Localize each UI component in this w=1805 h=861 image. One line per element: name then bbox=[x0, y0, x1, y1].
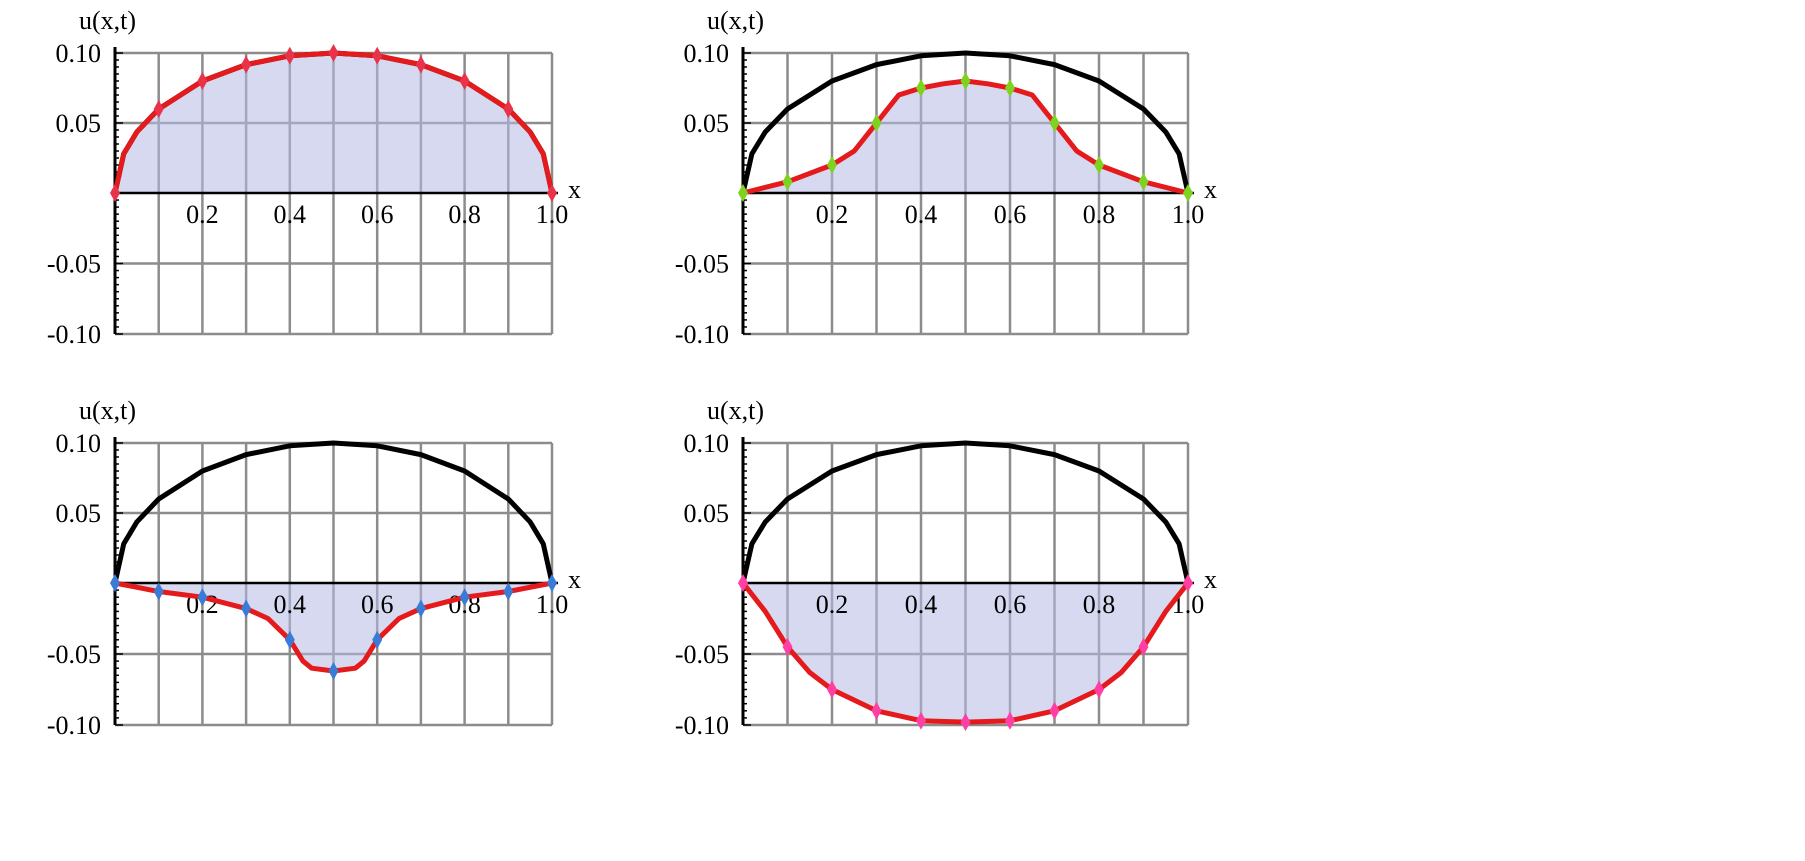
data-point-marker bbox=[459, 588, 470, 607]
x-tick-label: 1.0 bbox=[1172, 200, 1205, 229]
series-line-reference bbox=[740, 50, 1191, 196]
x-tick-label: 0.2 bbox=[816, 200, 849, 229]
y-axis-label: u(x,t) bbox=[707, 396, 764, 425]
x-tick-label: 0.8 bbox=[448, 200, 481, 229]
y-tick-label: 0.05 bbox=[684, 109, 730, 138]
data-point-marker bbox=[1094, 156, 1104, 174]
data-point-marker bbox=[372, 630, 383, 649]
x-tick-label: 0.4 bbox=[274, 590, 307, 619]
data-point-marker bbox=[1138, 637, 1149, 656]
y-tick-label: -0.05 bbox=[47, 640, 101, 669]
data-point-marker bbox=[738, 184, 748, 202]
data-point-marker bbox=[503, 582, 514, 601]
x-tick-label: 0.2 bbox=[816, 590, 849, 619]
series-line-reference bbox=[112, 440, 555, 586]
x-tick-label: 1.0 bbox=[536, 200, 569, 229]
y-tick-label: 0.10 bbox=[684, 39, 730, 68]
data-point-marker bbox=[110, 184, 120, 202]
y-tick-label: 0.05 bbox=[56, 109, 102, 138]
x-axis-label: x bbox=[568, 565, 581, 594]
x-tick-label: 0.6 bbox=[361, 200, 394, 229]
y-tick-label: -0.10 bbox=[675, 711, 729, 740]
data-point-marker bbox=[110, 574, 120, 592]
data-point-marker bbox=[782, 172, 793, 191]
x-tick-label: 1.0 bbox=[536, 590, 569, 619]
data-point-marker bbox=[372, 46, 383, 65]
x-tick-label: 0.6 bbox=[361, 590, 394, 619]
chart-panel-1: 0.10 0.05 -0.05 -0.10 0.2 0.4 0.6 0.8 1.0 u(x,t) x bbox=[47, 6, 581, 349]
data-point-marker bbox=[1049, 701, 1060, 720]
area-fill bbox=[115, 53, 552, 193]
data-point-marker bbox=[415, 599, 426, 618]
data-point-marker bbox=[415, 55, 426, 74]
x-axis-label: x bbox=[1204, 565, 1217, 594]
data-point-marker bbox=[284, 46, 295, 65]
area-fill bbox=[743, 81, 1188, 193]
x-tick-label: 0.2 bbox=[186, 200, 219, 229]
data-point-marker bbox=[916, 79, 926, 97]
chart-panel-3: 0.100.05-0.05-0.100.20.40.60.81.0u(x,t)x bbox=[47, 396, 581, 740]
y-tick-label: -0.10 bbox=[47, 711, 101, 740]
x-tick-label: 0.4 bbox=[274, 200, 307, 229]
data-point-marker bbox=[241, 55, 252, 74]
y-axis-label: u(x,t) bbox=[79, 396, 136, 425]
data-point-marker bbox=[547, 184, 557, 202]
data-point-marker bbox=[1005, 79, 1015, 97]
y-axis-label: u(x,t) bbox=[79, 6, 136, 35]
data-point-marker bbox=[547, 574, 557, 592]
data-point-marker bbox=[871, 114, 882, 132]
y-tick-label: 0.05 bbox=[56, 499, 102, 528]
data-point-marker bbox=[1005, 711, 1015, 730]
x-tick-label: 0.6 bbox=[994, 200, 1027, 229]
y-axis-label: u(x,t) bbox=[707, 6, 764, 35]
data-point-marker bbox=[916, 711, 926, 730]
data-point-marker bbox=[871, 701, 882, 720]
area-fill bbox=[115, 583, 552, 672]
data-point-marker bbox=[459, 72, 470, 90]
x-axis-label: x bbox=[1204, 175, 1217, 204]
chart-panel-2: 0.10 0.05 -0.05 -0.10 0.2 0.4 0.6 0.8 1.0 u(x,t) x bbox=[675, 6, 1217, 349]
data-point-marker bbox=[1049, 114, 1060, 132]
y-tick-label: -0.10 bbox=[675, 320, 729, 349]
y-tick-label: 0.10 bbox=[684, 429, 730, 458]
data-point-marker bbox=[782, 637, 793, 656]
y-tick-label: 0.05 bbox=[684, 499, 730, 528]
x-tick-label: 0.6 bbox=[994, 590, 1027, 619]
y-tick-label: -0.10 bbox=[47, 320, 101, 349]
y-tick-label: -0.05 bbox=[47, 250, 101, 279]
data-point-marker bbox=[197, 72, 208, 90]
chart-panel-4: 0.100.05-0.05-0.100.2 0.4 0.6 0.8 1.0u(x,t)x bbox=[675, 396, 1217, 740]
y-tick-label: -0.05 bbox=[675, 250, 729, 279]
data-point-marker bbox=[153, 100, 164, 118]
area-fill bbox=[743, 583, 1188, 723]
data-point-marker bbox=[153, 582, 164, 601]
data-point-marker bbox=[827, 156, 837, 174]
data-point-marker bbox=[960, 713, 971, 732]
data-point-marker bbox=[328, 44, 339, 62]
y-tick-label: -0.05 bbox=[675, 640, 729, 669]
x-axis-label: x bbox=[568, 175, 581, 204]
data-point-marker bbox=[1094, 680, 1104, 699]
data-point-marker bbox=[503, 100, 514, 118]
data-point-marker bbox=[1138, 172, 1149, 191]
data-point-marker bbox=[827, 680, 837, 699]
data-point-marker bbox=[1183, 184, 1193, 202]
data-point-marker bbox=[197, 588, 208, 607]
data-point-marker bbox=[960, 72, 971, 90]
y-tick-label: 0.10 bbox=[56, 429, 102, 458]
data-point-marker bbox=[284, 630, 295, 649]
data-point-marker bbox=[1183, 574, 1193, 592]
y-tick-label: 0.10 bbox=[56, 39, 102, 68]
data-point-marker bbox=[241, 599, 252, 618]
x-tick-label: 0.8 bbox=[1083, 200, 1116, 229]
data-point-marker bbox=[738, 574, 748, 592]
x-tick-label: 0.4 bbox=[905, 200, 938, 229]
series-line-reference bbox=[740, 440, 1191, 586]
data-point-marker bbox=[328, 662, 339, 681]
x-tick-label: 0.4 bbox=[905, 590, 938, 619]
x-tick-label: 0.8 bbox=[1083, 590, 1116, 619]
